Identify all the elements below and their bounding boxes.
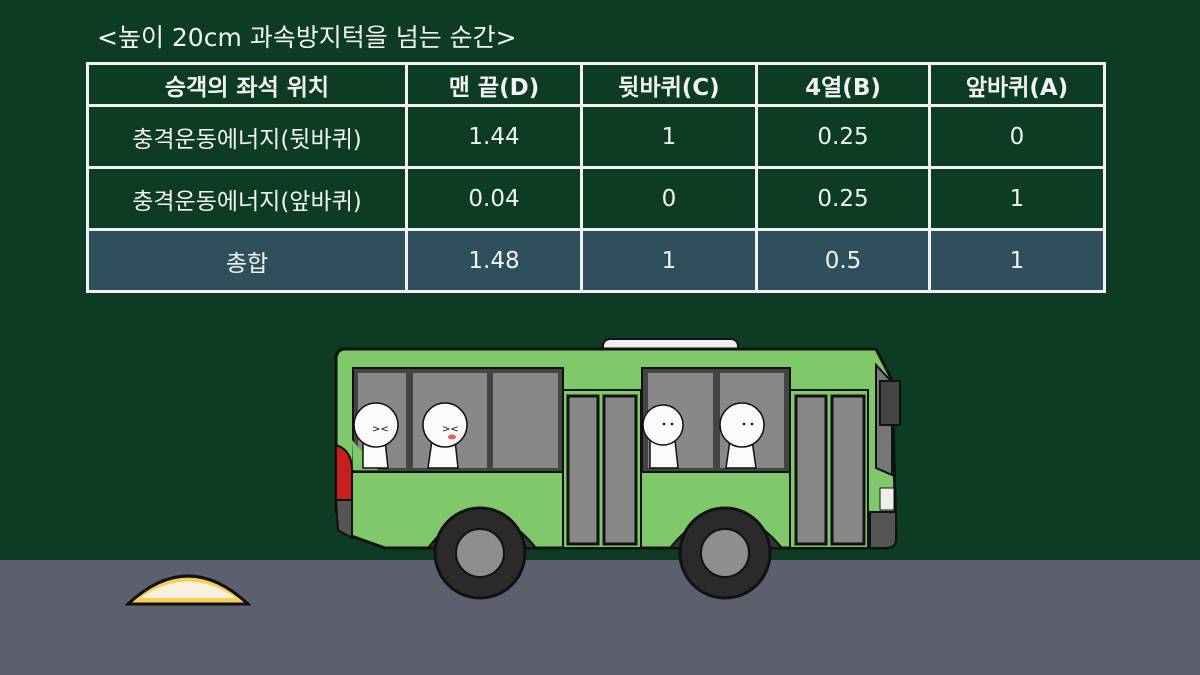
energy-table: 승객의 좌석 위치 맨 끝(D) 뒷바퀴(C) 4열(B) 앞바퀴(A) 충격운…: [86, 62, 1106, 293]
table-header-row: 승객의 좌석 위치 맨 끝(D) 뒷바퀴(C) 4열(B) 앞바퀴(A): [86, 62, 1106, 107]
cell: 1: [580, 228, 758, 293]
rear-wheel: [433, 506, 527, 600]
cell: 0.5: [755, 228, 931, 293]
header-rear-wheel: 뒷바퀴(C): [580, 62, 758, 107]
cell: 0: [580, 166, 758, 231]
cell: 0: [928, 104, 1106, 169]
headlight: [879, 487, 895, 511]
passenger-front-2: [719, 402, 765, 469]
passenger-front-1: [642, 404, 684, 469]
header-row4: 4열(B): [755, 62, 931, 107]
cell: 1.44: [405, 104, 583, 169]
svg-text:><: ><: [372, 424, 389, 435]
row-label: 충격운동에너지(뒷바퀴): [86, 104, 408, 169]
header-front-wheel: 앞바퀴(A): [928, 62, 1106, 107]
cell: 0.04: [405, 166, 583, 231]
cell: 1: [928, 228, 1106, 293]
cell: 1: [928, 166, 1106, 231]
table-total-row: 총합 1.48 1 0.5 1: [86, 228, 1106, 293]
front-wheel: [678, 506, 772, 600]
header-rear-end: 맨 끝(D): [405, 62, 583, 107]
table-row: 충격운동에너지(뒷바퀴) 1.44 1 0.25 0: [86, 104, 1106, 169]
table-row: 충격운동에너지(앞바퀴) 0.04 0 0.25 1: [86, 166, 1106, 231]
passenger-rear-1: ><: [353, 402, 399, 469]
svg-text:><: ><: [442, 424, 459, 435]
cell: 0.25: [755, 104, 931, 169]
scene-title: <높이 20cm 과속방지턱을 넘는 순간>: [97, 23, 517, 52]
cell: 1: [580, 104, 758, 169]
cell: 0.25: [755, 166, 931, 231]
row-label: 총합: [86, 228, 408, 293]
header-seat-position: 승객의 좌석 위치: [86, 62, 408, 107]
rear-door: [562, 389, 642, 549]
cell: 1.48: [405, 228, 583, 293]
side-mirror: [879, 380, 901, 426]
passenger-rear-2: ><: [422, 402, 468, 469]
front-door: [789, 389, 869, 549]
row-label: 충격운동에너지(앞바퀴): [86, 166, 408, 231]
